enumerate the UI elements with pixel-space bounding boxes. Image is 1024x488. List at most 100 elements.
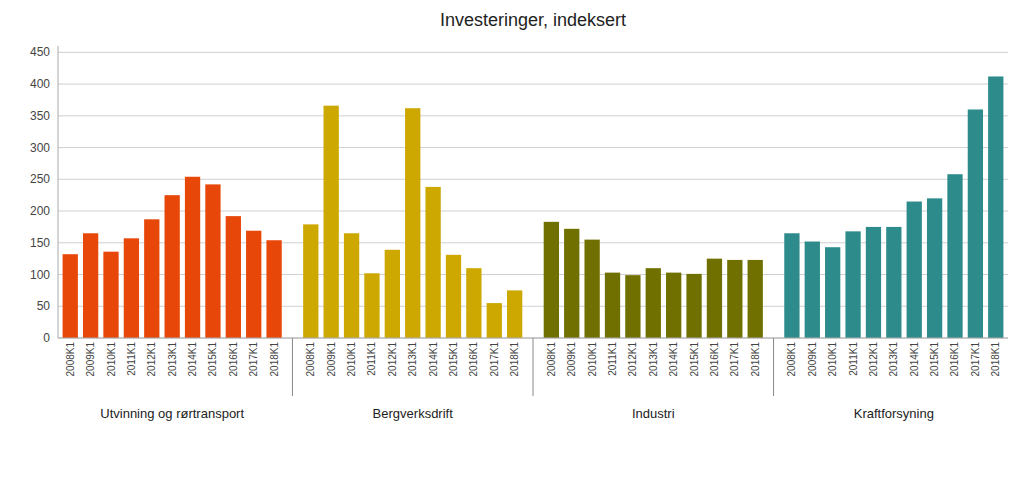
bar	[544, 222, 559, 338]
bar	[446, 255, 461, 338]
grid-line	[58, 211, 1008, 212]
bar	[385, 250, 400, 338]
bar	[988, 76, 1003, 338]
x-tick-label: 2013K1	[407, 342, 418, 377]
x-tick-label: 2012K1	[387, 342, 398, 377]
bar	[466, 268, 481, 338]
bar	[344, 233, 359, 338]
x-tick-label: 2018K1	[750, 342, 761, 377]
bar	[405, 108, 420, 338]
group-label: Utvinning og rørtransport	[100, 406, 244, 421]
group-label: Kraftforsyning	[854, 406, 934, 421]
y-tick-label: 350	[30, 109, 50, 123]
grid-line	[58, 115, 1008, 116]
bar	[226, 216, 241, 338]
x-tick-label: 2012K1	[627, 342, 638, 377]
bar	[784, 233, 799, 338]
bar	[707, 259, 722, 338]
x-tick-label: 2009K1	[326, 342, 337, 377]
x-tick-label: 2015K1	[929, 342, 940, 377]
x-tick-label: 2010K1	[827, 342, 838, 377]
group-label: Bergverksdrift	[373, 406, 454, 421]
y-tick-label: 150	[30, 236, 50, 250]
y-grid	[58, 52, 1008, 338]
chart: Investeringer, indeksert0501001502002503…	[0, 0, 1024, 488]
bar	[686, 274, 701, 338]
x-tick-label: 2016K1	[709, 342, 720, 377]
x-tick-label: 2011K1	[126, 342, 137, 376]
x-tick-label: 2018K1	[269, 342, 280, 377]
bar	[303, 224, 318, 338]
x-tick-label: 2015K1	[448, 342, 459, 377]
bar	[144, 219, 159, 338]
bar	[825, 247, 840, 338]
bar	[185, 177, 200, 338]
x-tick-label: 2017K1	[248, 342, 259, 377]
x-tick-label: 2014K1	[668, 342, 679, 377]
x-tick-label: 2011K1	[607, 342, 618, 376]
grid-line	[58, 306, 1008, 307]
y-tick-label: 200	[30, 204, 50, 218]
bar	[205, 184, 220, 338]
x-tick-label: 2010K1	[587, 342, 598, 377]
grid-line	[58, 274, 1008, 275]
bar	[103, 252, 118, 338]
x-tick-label: 2009K1	[566, 342, 577, 377]
bar	[646, 268, 661, 338]
x-tick-label: 2017K1	[729, 342, 740, 377]
x-tick-label: 2008K1	[786, 342, 797, 377]
title: Investeringer, indeksert	[440, 10, 626, 30]
x-tick-label: 2008K1	[305, 342, 316, 377]
bar	[507, 290, 522, 338]
grid-line	[58, 242, 1008, 243]
bar	[564, 229, 579, 338]
y-tick-label: 450	[30, 45, 50, 59]
bar	[947, 174, 962, 338]
bar	[866, 227, 881, 338]
bar	[748, 260, 763, 338]
x-tick-label: 2014K1	[187, 342, 198, 377]
x-tick-label: 2009K1	[807, 342, 818, 377]
x-tick-label: 2010K1	[346, 342, 357, 377]
x-tick-label: 2008K1	[65, 342, 76, 377]
bar	[886, 227, 901, 338]
x-tick-label: 2016K1	[468, 342, 479, 377]
bar	[584, 240, 599, 338]
bar	[805, 242, 820, 338]
x-tick-label: 2018K1	[990, 342, 1001, 377]
x-tick-label: 2014K1	[428, 342, 439, 377]
group-label: Industri	[632, 406, 675, 421]
bar	[727, 260, 742, 338]
grid-line	[58, 52, 1008, 53]
x-tick-label: 2012K1	[146, 342, 157, 377]
bar	[927, 198, 942, 338]
x-tick-label: 2017K1	[970, 342, 981, 377]
bar	[625, 275, 640, 338]
bar	[246, 231, 261, 338]
x-tick-label: 2011K1	[366, 342, 377, 376]
bar	[845, 231, 860, 338]
y-tick-label: 250	[30, 172, 50, 186]
x-tick-label: 2015K1	[689, 342, 700, 377]
bar	[907, 202, 922, 338]
bar	[165, 195, 180, 338]
bar	[83, 233, 98, 338]
x-tick-label: 2009K1	[85, 342, 96, 377]
grid-line	[58, 147, 1008, 148]
x-tick-label: 2018K1	[509, 342, 520, 377]
x-tick-label: 2011K1	[848, 342, 859, 376]
x-tick-label: 2015K1	[207, 342, 218, 377]
x-tick-label: 2013K1	[648, 342, 659, 377]
x-tick-label: 2012K1	[868, 342, 879, 377]
bar	[666, 273, 681, 338]
group-divider	[773, 338, 774, 396]
x-tick-label: 2016K1	[228, 342, 239, 377]
y-tick-label: 400	[30, 77, 50, 91]
y-tick-label: 50	[37, 299, 51, 313]
group-divider	[292, 338, 293, 396]
bar	[63, 254, 78, 338]
y-tick-label: 300	[30, 141, 50, 155]
bars	[63, 76, 1004, 338]
y-tick-label: 0	[43, 331, 50, 345]
bar	[968, 109, 983, 338]
